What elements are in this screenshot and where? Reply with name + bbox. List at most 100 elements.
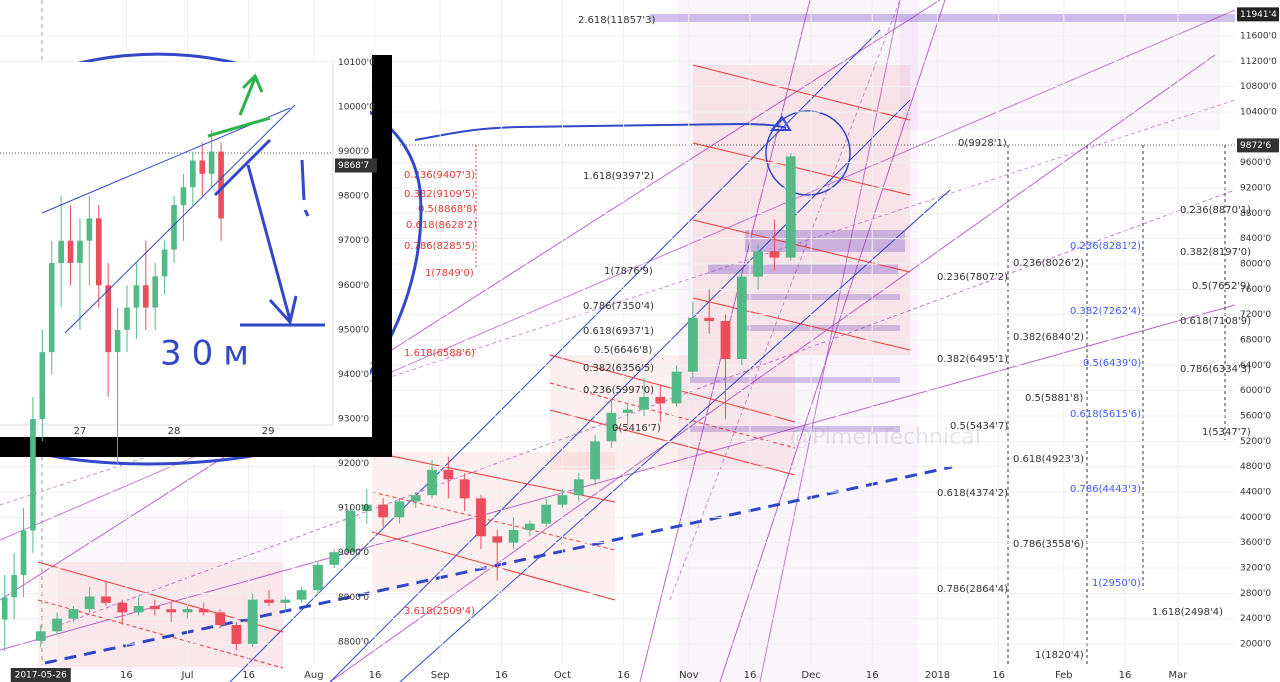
- y-tick-label: 9200'0: [338, 459, 369, 469]
- candle-body: [52, 618, 62, 632]
- watermark: @PimenTechnical: [790, 425, 981, 450]
- y-tick-label: 5600'0: [1240, 411, 1271, 421]
- candle-body: [171, 205, 177, 250]
- y-tick-label: 9500'0: [338, 325, 369, 335]
- candle-body: [573, 479, 584, 496]
- drawing: [769, 115, 792, 131]
- candle-body: [30, 419, 36, 531]
- x-tick-label: Feb: [1055, 670, 1073, 681]
- y-tick-label: 4400'0: [1240, 487, 1271, 497]
- x-tick-label: Nov: [679, 670, 699, 681]
- candle-body: [688, 317, 698, 372]
- fib-label: 0(5416'7): [612, 423, 661, 434]
- drawing: [765, 110, 851, 196]
- fib-label: 0.382(7262'4): [1070, 306, 1141, 317]
- candle-body: [35, 631, 46, 641]
- candle-body: [541, 504, 552, 524]
- y-tick-label: 9400'0: [338, 370, 369, 380]
- candle-body: [39, 352, 46, 420]
- fib-label: 0(9928'1): [958, 138, 1007, 149]
- candle-body: [180, 187, 187, 206]
- drawings: [0, 0, 1236, 682]
- fib-label: 0.618(5615'6): [1070, 409, 1141, 420]
- candle-body: [427, 469, 437, 496]
- x-tick-label: 16: [744, 670, 757, 681]
- fib-label: 0.236(8870'1): [1180, 205, 1251, 216]
- price-marker-label: 9868'7: [338, 161, 369, 171]
- fib-label: 1(7876'9): [604, 266, 653, 277]
- x-tick-label: 16: [120, 670, 133, 681]
- price-marker-label: 11941'4: [1240, 10, 1277, 20]
- drawing: [690, 377, 900, 383]
- inset-frame: [0, 437, 392, 457]
- fib-label: 0.382(6495'1): [937, 354, 1008, 365]
- y-tick-label: 9700'0: [338, 236, 369, 246]
- candle-body: [590, 441, 600, 480]
- candle-body: [77, 240, 83, 263]
- y-tick-label: 2800'0: [1240, 589, 1271, 599]
- candle-body: [68, 609, 79, 619]
- fib-label: 0.786(6334'3): [1180, 364, 1251, 375]
- drawing: [64, 104, 296, 334]
- candle-body: [378, 504, 389, 518]
- y-tick-label: 9900'0: [338, 147, 369, 157]
- fib-label: 0.618(8628'2): [406, 220, 477, 231]
- y-tick-label: 5200'0: [1240, 437, 1271, 447]
- x-tick-label: 16: [1119, 670, 1132, 681]
- y-tick-label: 8900'0: [338, 593, 369, 603]
- fib-label: 0.236(9407'3): [404, 170, 475, 181]
- price-marker-label: 9872'6: [1240, 141, 1271, 151]
- candle-body: [190, 160, 196, 188]
- y-tick-label: 4800'0: [1240, 462, 1271, 472]
- fib-label: 0.786(2864'4): [937, 584, 1008, 595]
- candle-body: [161, 249, 168, 277]
- y-tick-label: 9100'0: [338, 504, 369, 514]
- x-tick-label: 2018: [925, 670, 950, 681]
- candle-body: [58, 240, 64, 263]
- y-tick-label: 8400'0: [1240, 234, 1271, 244]
- candle-body: [639, 396, 649, 410]
- x-tick-label: Mar: [1168, 670, 1188, 681]
- x-tick-label: 16: [866, 670, 879, 681]
- fib-label: 1(5347'7): [1202, 427, 1251, 438]
- drawing: [669, 0, 901, 601]
- fib-label: 2.618(11857'3): [578, 15, 655, 26]
- fib-label: 0.382(9109'5): [404, 189, 475, 200]
- y-tick-label: 9300'0: [338, 415, 369, 425]
- candle-body: [394, 501, 405, 518]
- y-tick-label: 6400'0: [1240, 361, 1271, 371]
- candle-body: [753, 251, 764, 277]
- y-tick-label: 3600'0: [1240, 538, 1271, 548]
- drawing: [303, 209, 310, 217]
- candle-body: [1, 597, 8, 620]
- fib-label: 3.618(2509'4): [404, 606, 475, 617]
- candle-body: [410, 495, 421, 502]
- candle-body: [166, 609, 177, 613]
- candle-body: [152, 276, 159, 308]
- candle-body: [67, 240, 74, 263]
- candle-body: [182, 609, 193, 613]
- y-tick-label: 9600'0: [338, 281, 369, 291]
- y-tick-label: 9000'0: [338, 548, 369, 558]
- candle-body: [313, 564, 323, 591]
- price-marker: [335, 158, 377, 173]
- candle-body: [105, 285, 111, 353]
- y-tick-label: 11600'0: [1240, 31, 1277, 41]
- inset-chart: 27 28 29 10100'0 10000'0 9900'0 9800'0 9700'0 96…: [0, 52, 423, 651]
- fib-label: 0.786(3558'6): [1013, 539, 1084, 550]
- candle-body: [524, 523, 535, 530]
- candle-body: [459, 479, 470, 499]
- fib-label: 1(2950'0): [1092, 578, 1141, 589]
- candle-body: [142, 285, 149, 308]
- x-tick-label: Aug: [304, 670, 324, 681]
- y-tick-label: 6800'0: [1240, 335, 1271, 345]
- x-tick-label: Sep: [431, 670, 450, 681]
- drawing: [745, 230, 905, 252]
- price-marker: [1237, 138, 1279, 153]
- drawing: [0, 304, 1236, 651]
- drawing: [372, 452, 615, 592]
- drawing: [692, 64, 911, 121]
- fib-label: 0.382(6356'5): [583, 363, 654, 374]
- fib-label: 0.236(7807'2): [937, 272, 1008, 283]
- candle-body: [655, 396, 666, 404]
